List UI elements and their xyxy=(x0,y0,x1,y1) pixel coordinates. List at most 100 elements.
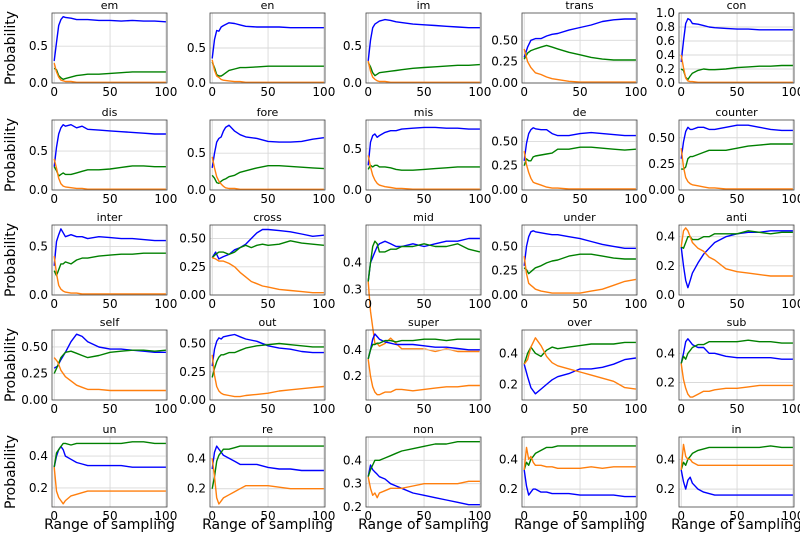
x-tick-label: 0 xyxy=(520,85,528,99)
x-tick-label: 50 xyxy=(416,192,431,206)
series-blue xyxy=(680,338,793,364)
panel-title: fore xyxy=(257,106,279,119)
y-tick-label: 0.5 xyxy=(29,239,48,253)
series-green xyxy=(367,164,480,171)
series-orange xyxy=(211,354,324,398)
series-orange xyxy=(53,62,166,84)
x-tick-label: 100 xyxy=(781,402,800,416)
series-orange xyxy=(680,443,793,470)
panel-title: in xyxy=(731,423,741,436)
series-orange xyxy=(523,256,637,294)
series-orange xyxy=(367,155,480,190)
x-axis-label: Range of sampling xyxy=(514,517,645,533)
x-tick-label: 50 xyxy=(572,402,587,416)
y-tick-label: 0.3 xyxy=(343,283,362,297)
axes-frame xyxy=(365,119,482,191)
y-tick-label: 0.4 xyxy=(499,452,518,466)
series-green xyxy=(211,240,324,259)
panel-title: anti xyxy=(726,211,747,224)
series-blue xyxy=(680,230,793,289)
y-tick-label: 0.25 xyxy=(179,365,206,379)
axes-frame xyxy=(521,436,638,508)
x-tick-label: 0 xyxy=(208,297,216,311)
series-green xyxy=(211,61,324,77)
y-tick-label: 0.25 xyxy=(179,260,206,274)
y-tick-label: 0.25 xyxy=(491,159,518,173)
x-tick-label: 0 xyxy=(50,85,58,99)
series-orange xyxy=(367,60,480,84)
y-tick-label: 0.0 xyxy=(656,76,675,90)
x-tick-label: 0 xyxy=(364,85,372,99)
x-tick-label: 50 xyxy=(572,85,587,99)
x-tick-label: 50 xyxy=(729,85,744,99)
y-tick-label: 0.2 xyxy=(656,376,675,390)
series-orange xyxy=(53,357,166,392)
series-blue xyxy=(53,16,166,61)
series-orange xyxy=(523,150,636,190)
axes-frame xyxy=(521,224,638,296)
series-green xyxy=(680,64,793,81)
y-tick-label: 0.4 xyxy=(29,449,48,463)
x-tick-label: 50 xyxy=(260,297,275,311)
axes-frame xyxy=(678,224,795,296)
panel-title: em xyxy=(101,0,118,12)
x-tick-label: 0 xyxy=(520,297,528,311)
panel-sub: sub 0 50 100 0.2 0.4 xyxy=(656,316,800,416)
axes-frame xyxy=(678,119,795,191)
y-tick-label: 0.00 xyxy=(491,76,518,90)
panel-title: trans xyxy=(565,0,594,12)
y-tick-label: 0.2 xyxy=(656,482,675,496)
y-tick-label: 0.5 xyxy=(29,39,48,53)
x-tick-label: 50 xyxy=(416,85,431,99)
series-green xyxy=(53,252,166,277)
series-green xyxy=(53,349,166,374)
panel-title: re xyxy=(262,423,273,436)
series-orange xyxy=(523,446,636,470)
y-tick-label: 0.50 xyxy=(491,239,518,253)
series-blue xyxy=(211,445,324,472)
y-tick-label: 0.2 xyxy=(499,482,518,496)
series-green xyxy=(523,341,636,365)
series-orange xyxy=(680,227,793,277)
x-tick-label: 50 xyxy=(729,402,744,416)
y-tick-label: 0.4 xyxy=(656,48,675,62)
y-axis-label: Probability xyxy=(3,223,19,297)
x-tick-label: 0 xyxy=(50,402,58,416)
axes-frame xyxy=(678,329,795,401)
axes-frame xyxy=(209,436,326,508)
series-blue xyxy=(680,17,793,63)
series-orange xyxy=(523,48,636,83)
panel-title: dis xyxy=(102,106,118,119)
x-axis-label: Range of sampling xyxy=(358,517,489,533)
y-tick-label: 0.4 xyxy=(656,452,675,466)
series-green xyxy=(523,253,636,275)
y-tick-label: 0.8 xyxy=(656,20,675,34)
y-axis-label: Probability xyxy=(3,118,19,192)
series-blue xyxy=(211,22,324,59)
y-tick-label: 0.00 xyxy=(491,183,518,197)
x-tick-label: 0 xyxy=(50,297,58,311)
axes-frame xyxy=(51,224,168,296)
panel-over: over 0 50 100 0.2 0.4 xyxy=(499,316,647,416)
panel-title: out xyxy=(258,316,277,329)
y-tick-label: 0.00 xyxy=(648,183,675,197)
y-axis-label: Probability xyxy=(3,11,19,85)
y-tick-label: 0.25 xyxy=(21,366,48,380)
series-blue xyxy=(53,123,166,167)
x-tick-label: 50 xyxy=(102,192,117,206)
x-tick-label: 50 xyxy=(260,509,275,523)
axes-frame xyxy=(521,12,638,84)
y-tick-label: 0.5 xyxy=(343,39,362,53)
x-tick-label: 100 xyxy=(312,402,335,416)
x-axis-label: Range of sampling xyxy=(44,517,175,533)
panel-in: in 0 50 100 0.2 0.4 Range of sampling xyxy=(656,423,800,533)
x-tick-label: 50 xyxy=(416,509,431,523)
series-green xyxy=(367,62,480,77)
y-tick-label: 0.50 xyxy=(491,33,518,47)
series-green xyxy=(680,230,793,250)
x-tick-label: 50 xyxy=(416,402,431,416)
x-axis-label: Range of sampling xyxy=(202,517,333,533)
series-blue xyxy=(367,333,480,360)
x-tick-label: 100 xyxy=(781,85,800,99)
